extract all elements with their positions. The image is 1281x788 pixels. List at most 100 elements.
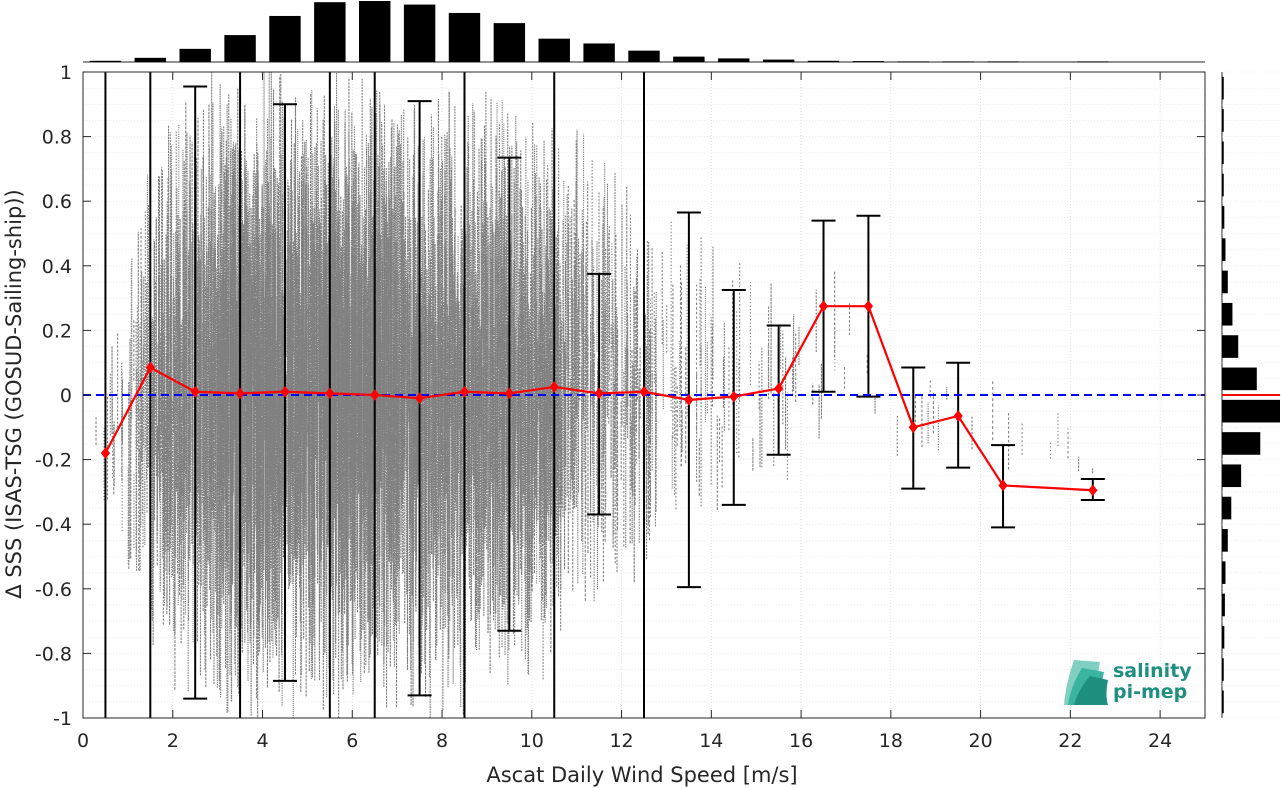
right-histogram xyxy=(1221,71,1280,719)
x-axis-label: Ascat Daily Wind Speed [m/s] xyxy=(486,763,797,787)
y-tick-label: 0.8 xyxy=(42,127,72,149)
top-hist-bar xyxy=(538,38,570,62)
y-tick-label: 0.6 xyxy=(42,191,72,213)
mean-point xyxy=(818,300,829,312)
x-tick-label: 8 xyxy=(436,730,448,752)
x-tick-label: 14 xyxy=(699,730,723,752)
top-hist-bar xyxy=(89,60,122,62)
mean-point xyxy=(594,387,604,400)
mean-point xyxy=(863,300,874,312)
mean-point xyxy=(145,361,155,374)
mean-series xyxy=(100,300,1098,497)
top-hist-bar xyxy=(718,58,750,62)
top-hist-bar xyxy=(359,1,391,62)
y-tick-label: -0.8 xyxy=(35,643,72,665)
top-histogram xyxy=(83,1,1205,63)
mean-point xyxy=(280,385,290,398)
y-tick-label: 0.4 xyxy=(42,256,72,278)
x-tick-label: 18 xyxy=(879,730,903,752)
mean-point xyxy=(504,387,515,400)
right-hist-bar xyxy=(1222,658,1224,681)
right-hist-bar xyxy=(1222,238,1226,261)
x-tick-label: 6 xyxy=(346,730,358,752)
top-hist-bar xyxy=(673,56,705,62)
right-hist-bar xyxy=(1222,173,1224,197)
right-hist-bar xyxy=(1222,593,1225,617)
x-tick-labels: 0 2 4 6 8 10 12 14 16 18 20 22 24 xyxy=(77,730,1172,752)
mean-point xyxy=(190,385,200,398)
y-tick-label: 0 xyxy=(60,385,72,407)
right-hist-bar xyxy=(1222,399,1280,423)
top-hist-bar xyxy=(628,50,660,62)
mean-point xyxy=(100,447,111,459)
top-hist-bar xyxy=(583,43,615,62)
top-hist-bar xyxy=(942,61,974,63)
main-axes-frame xyxy=(82,71,1206,719)
mean-point xyxy=(459,385,470,398)
mean-point xyxy=(684,394,694,406)
x-tick-label: 24 xyxy=(1148,730,1172,752)
top-hist-bar xyxy=(493,23,526,63)
mean-point xyxy=(639,385,649,398)
y-tick-label: -0.4 xyxy=(35,514,72,536)
right-hist-bar xyxy=(1222,270,1228,294)
right-hist-bar xyxy=(1222,464,1242,488)
y-axis-label: Δ SSS (ISAS-TSG (GOSUD-Sailing-ship)) xyxy=(2,189,26,598)
right-hist-bar xyxy=(1222,690,1224,714)
top-hist-bar xyxy=(762,59,795,62)
mean-point xyxy=(773,382,784,395)
top-hist-bar xyxy=(852,61,885,63)
top-hist-bar xyxy=(448,12,481,62)
mean-point xyxy=(414,392,425,405)
top-hist-bar xyxy=(269,15,301,62)
y-tick-labels: -1 -0.8 -0.6 -0.4 -0.2 0 0.2 0.4 0.6 0.8 1 xyxy=(35,62,72,730)
y-tick-label: -1 xyxy=(53,708,72,730)
logo-line-2: pi-mep xyxy=(1113,681,1187,703)
top-hist-bar xyxy=(987,61,1019,63)
top-hist-bar xyxy=(134,57,167,62)
x-tick-label: 16 xyxy=(789,730,813,752)
x-tick-label: 12 xyxy=(609,730,633,752)
x-tick-label: 2 xyxy=(167,730,179,752)
right-hist-bar xyxy=(1222,496,1232,520)
right-hist-bar xyxy=(1222,561,1226,584)
mean-point xyxy=(325,387,335,400)
x-tick-label: 22 xyxy=(1058,730,1082,752)
y-tick-label: 0.2 xyxy=(42,320,72,342)
y-tick-label: -0.6 xyxy=(35,579,72,601)
right-hist-bar xyxy=(1222,206,1225,229)
mean-point xyxy=(953,410,963,422)
salinity-pi-mep-logo: salinity pi-mep xyxy=(1064,660,1192,705)
x-tick-label: 20 xyxy=(969,730,993,752)
y-tick-label: 1 xyxy=(60,62,72,84)
mean-point xyxy=(908,421,918,434)
right-hist-bar xyxy=(1222,109,1224,132)
right-hist-bar xyxy=(1222,141,1224,165)
mean-point xyxy=(549,381,559,393)
mean-point xyxy=(235,387,245,400)
top-hist-bar xyxy=(314,2,346,62)
top-hist-bar xyxy=(1077,61,1109,63)
right-hist-bar xyxy=(1222,335,1239,358)
mean-point xyxy=(1088,484,1098,497)
right-hist-bar xyxy=(1222,432,1261,455)
mean-point xyxy=(729,390,739,403)
x-tick-label: 4 xyxy=(256,730,268,752)
top-hist-bar xyxy=(897,61,929,63)
mean-point xyxy=(370,389,380,401)
right-hist-bar xyxy=(1222,302,1233,326)
logo-waves-icon xyxy=(1064,660,1108,705)
mean-point xyxy=(998,479,1008,492)
top-hist-bar xyxy=(807,60,840,62)
mean-line xyxy=(104,305,1093,492)
right-hist-bar xyxy=(1222,367,1257,391)
right-hist-bar xyxy=(1222,625,1225,649)
right-hist-bar xyxy=(1222,529,1228,552)
x-tick-label: 10 xyxy=(520,730,544,752)
top-hist-bar xyxy=(403,4,436,63)
x-tick-label: 0 xyxy=(77,730,89,752)
top-hist-bar xyxy=(179,48,211,62)
right-hist-bar xyxy=(1222,76,1224,100)
top-hist-bar xyxy=(224,35,256,62)
